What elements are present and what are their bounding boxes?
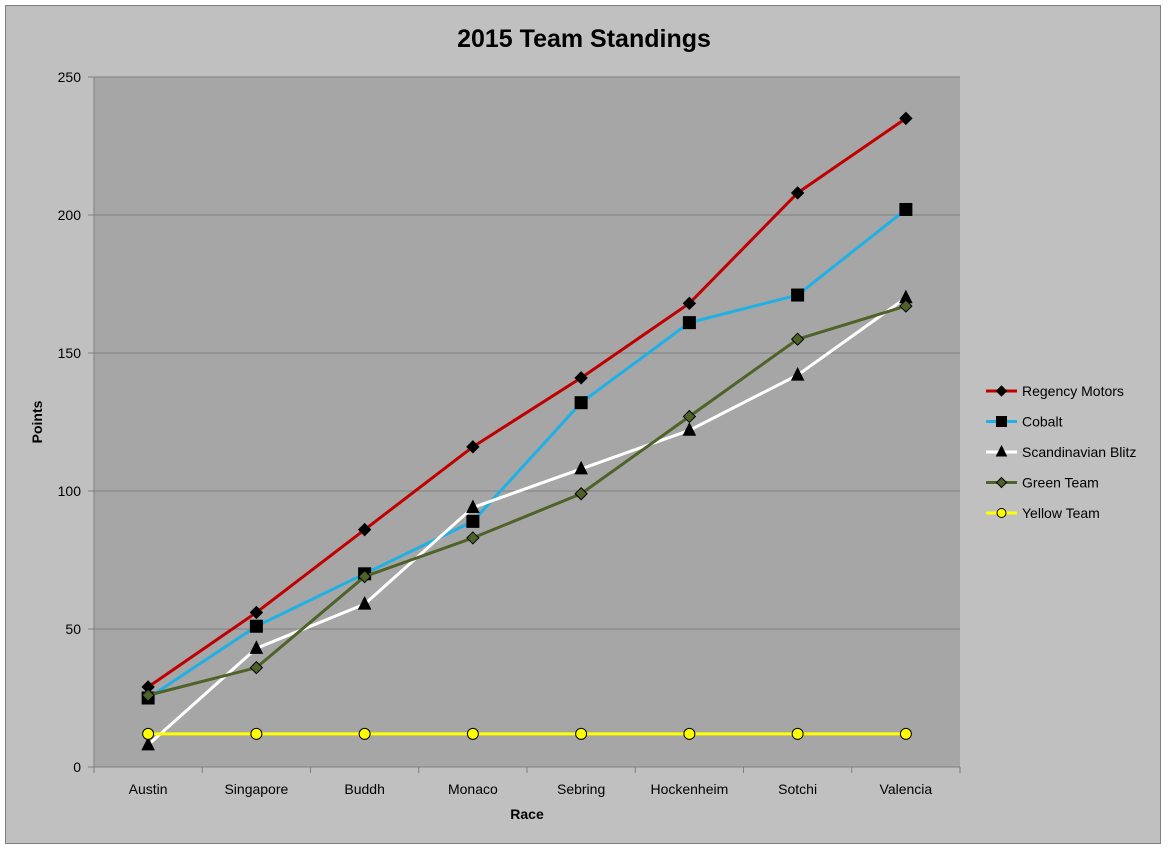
data-point-green-team [141, 688, 155, 702]
data-point-green-team [574, 487, 588, 501]
legend-label-scandinavian-blitz: Scandinavian Blitz [1022, 444, 1136, 460]
y-tick-label: 150 [58, 345, 82, 361]
data-point-yellow-team [683, 727, 696, 740]
gridlines [94, 76, 960, 630]
data-point-yellow-team [142, 727, 155, 740]
series-line-regency-motors [147, 117, 907, 689]
series-regency-motors [141, 111, 913, 694]
data-point-regency-motors [574, 371, 588, 385]
data-point-scandinavian-blitz [466, 499, 480, 514]
x-tick-label: Singapore [224, 781, 288, 797]
data-point-yellow-team [250, 727, 263, 740]
chart-title: 2015 Team Standings [457, 25, 711, 53]
data-point-green-team [790, 332, 805, 346]
y-tick-label: 100 [58, 483, 82, 499]
data-point-regency-motors [249, 605, 264, 620]
legend-marker-green-team [995, 476, 1008, 489]
data-point-green-team [249, 660, 264, 675]
data-point-regency-motors [466, 440, 480, 454]
data-point-scandinavian-blitz [790, 366, 805, 381]
series-line-cobalt [147, 208, 907, 700]
legend: Regency Motors Cobalt Scandinavian Blitz Gr… [986, 383, 1136, 521]
x-tick-label: Buddh [344, 781, 384, 797]
data-point-yellow-team [358, 727, 371, 740]
data-point-regency-motors [899, 111, 913, 126]
data-point-cobalt [466, 514, 480, 528]
data-point-cobalt [249, 619, 263, 633]
y-tick-label: 200 [58, 207, 82, 223]
legend-label-cobalt: Cobalt [1022, 414, 1063, 430]
y-tick-label: 50 [65, 621, 81, 637]
x-tick-label: Austin [129, 781, 168, 797]
data-point-regency-motors [357, 522, 372, 537]
data-point-yellow-team [791, 727, 804, 740]
data-point-green-team [357, 569, 372, 584]
x-tick-label: Sotchi [778, 781, 817, 797]
series-scandinavian-blitz [141, 289, 913, 751]
axes: 0 50 100 150 200 250 Austin Singapore Buddh Monac… [58, 69, 961, 797]
series-line-green-team [147, 304, 907, 697]
legend-item-green-team: Green Team [986, 475, 1099, 491]
x-tick-label: Hockenheim [650, 781, 728, 797]
series-line-scandinavian-blitz [147, 296, 907, 747]
plot-area [94, 77, 960, 767]
series-group [141, 111, 913, 751]
legend-marker-scandinavian-blitz [995, 444, 1008, 457]
data-point-yellow-team [466, 727, 479, 740]
x-tick-label: Sebring [557, 781, 605, 797]
y-tick-label: 250 [58, 69, 82, 85]
legend-item-yellow-team: Yellow Team [986, 505, 1100, 521]
data-point-yellow-team [575, 727, 588, 740]
data-point-scandinavian-blitz [682, 422, 697, 436]
series-yellow-team [142, 727, 912, 740]
legend-marker-yellow-team [996, 508, 1007, 518]
data-point-cobalt [682, 316, 696, 330]
y-axis-title: Points [29, 400, 45, 443]
legend-item-cobalt: Cobalt [986, 414, 1063, 430]
data-point-green-team [899, 299, 913, 313]
data-point-scandinavian-blitz [141, 736, 155, 751]
legend-label-regency-motors: Regency Motors [1022, 383, 1124, 399]
data-point-cobalt [791, 288, 805, 302]
series-green-team [141, 299, 913, 702]
x-tick-label: Monaco [448, 781, 498, 797]
data-point-cobalt [574, 396, 588, 410]
y-tick-label: 0 [73, 759, 81, 775]
data-point-regency-motors [682, 296, 697, 311]
data-point-scandinavian-blitz [574, 460, 588, 475]
x-axis-title: Race [510, 806, 544, 822]
data-point-scandinavian-blitz [357, 596, 372, 610]
legend-marker-cobalt [996, 416, 1007, 427]
legend-item-regency-motors: Regency Motors [986, 383, 1124, 399]
legend-label-green-team: Green Team [1022, 475, 1099, 491]
data-point-cobalt [899, 202, 913, 216]
legend-item-scandinavian-blitz: Scandinavian Blitz [986, 444, 1136, 460]
data-point-green-team [682, 409, 697, 424]
data-point-yellow-team [899, 727, 912, 740]
data-point-regency-motors [790, 186, 805, 200]
data-point-green-team [466, 531, 480, 545]
x-tick-label: Valencia [880, 781, 933, 797]
legend-label-yellow-team: Yellow Team [1022, 505, 1100, 521]
data-point-scandinavian-blitz [249, 640, 264, 654]
legend-marker-regency-motors [995, 385, 1008, 397]
